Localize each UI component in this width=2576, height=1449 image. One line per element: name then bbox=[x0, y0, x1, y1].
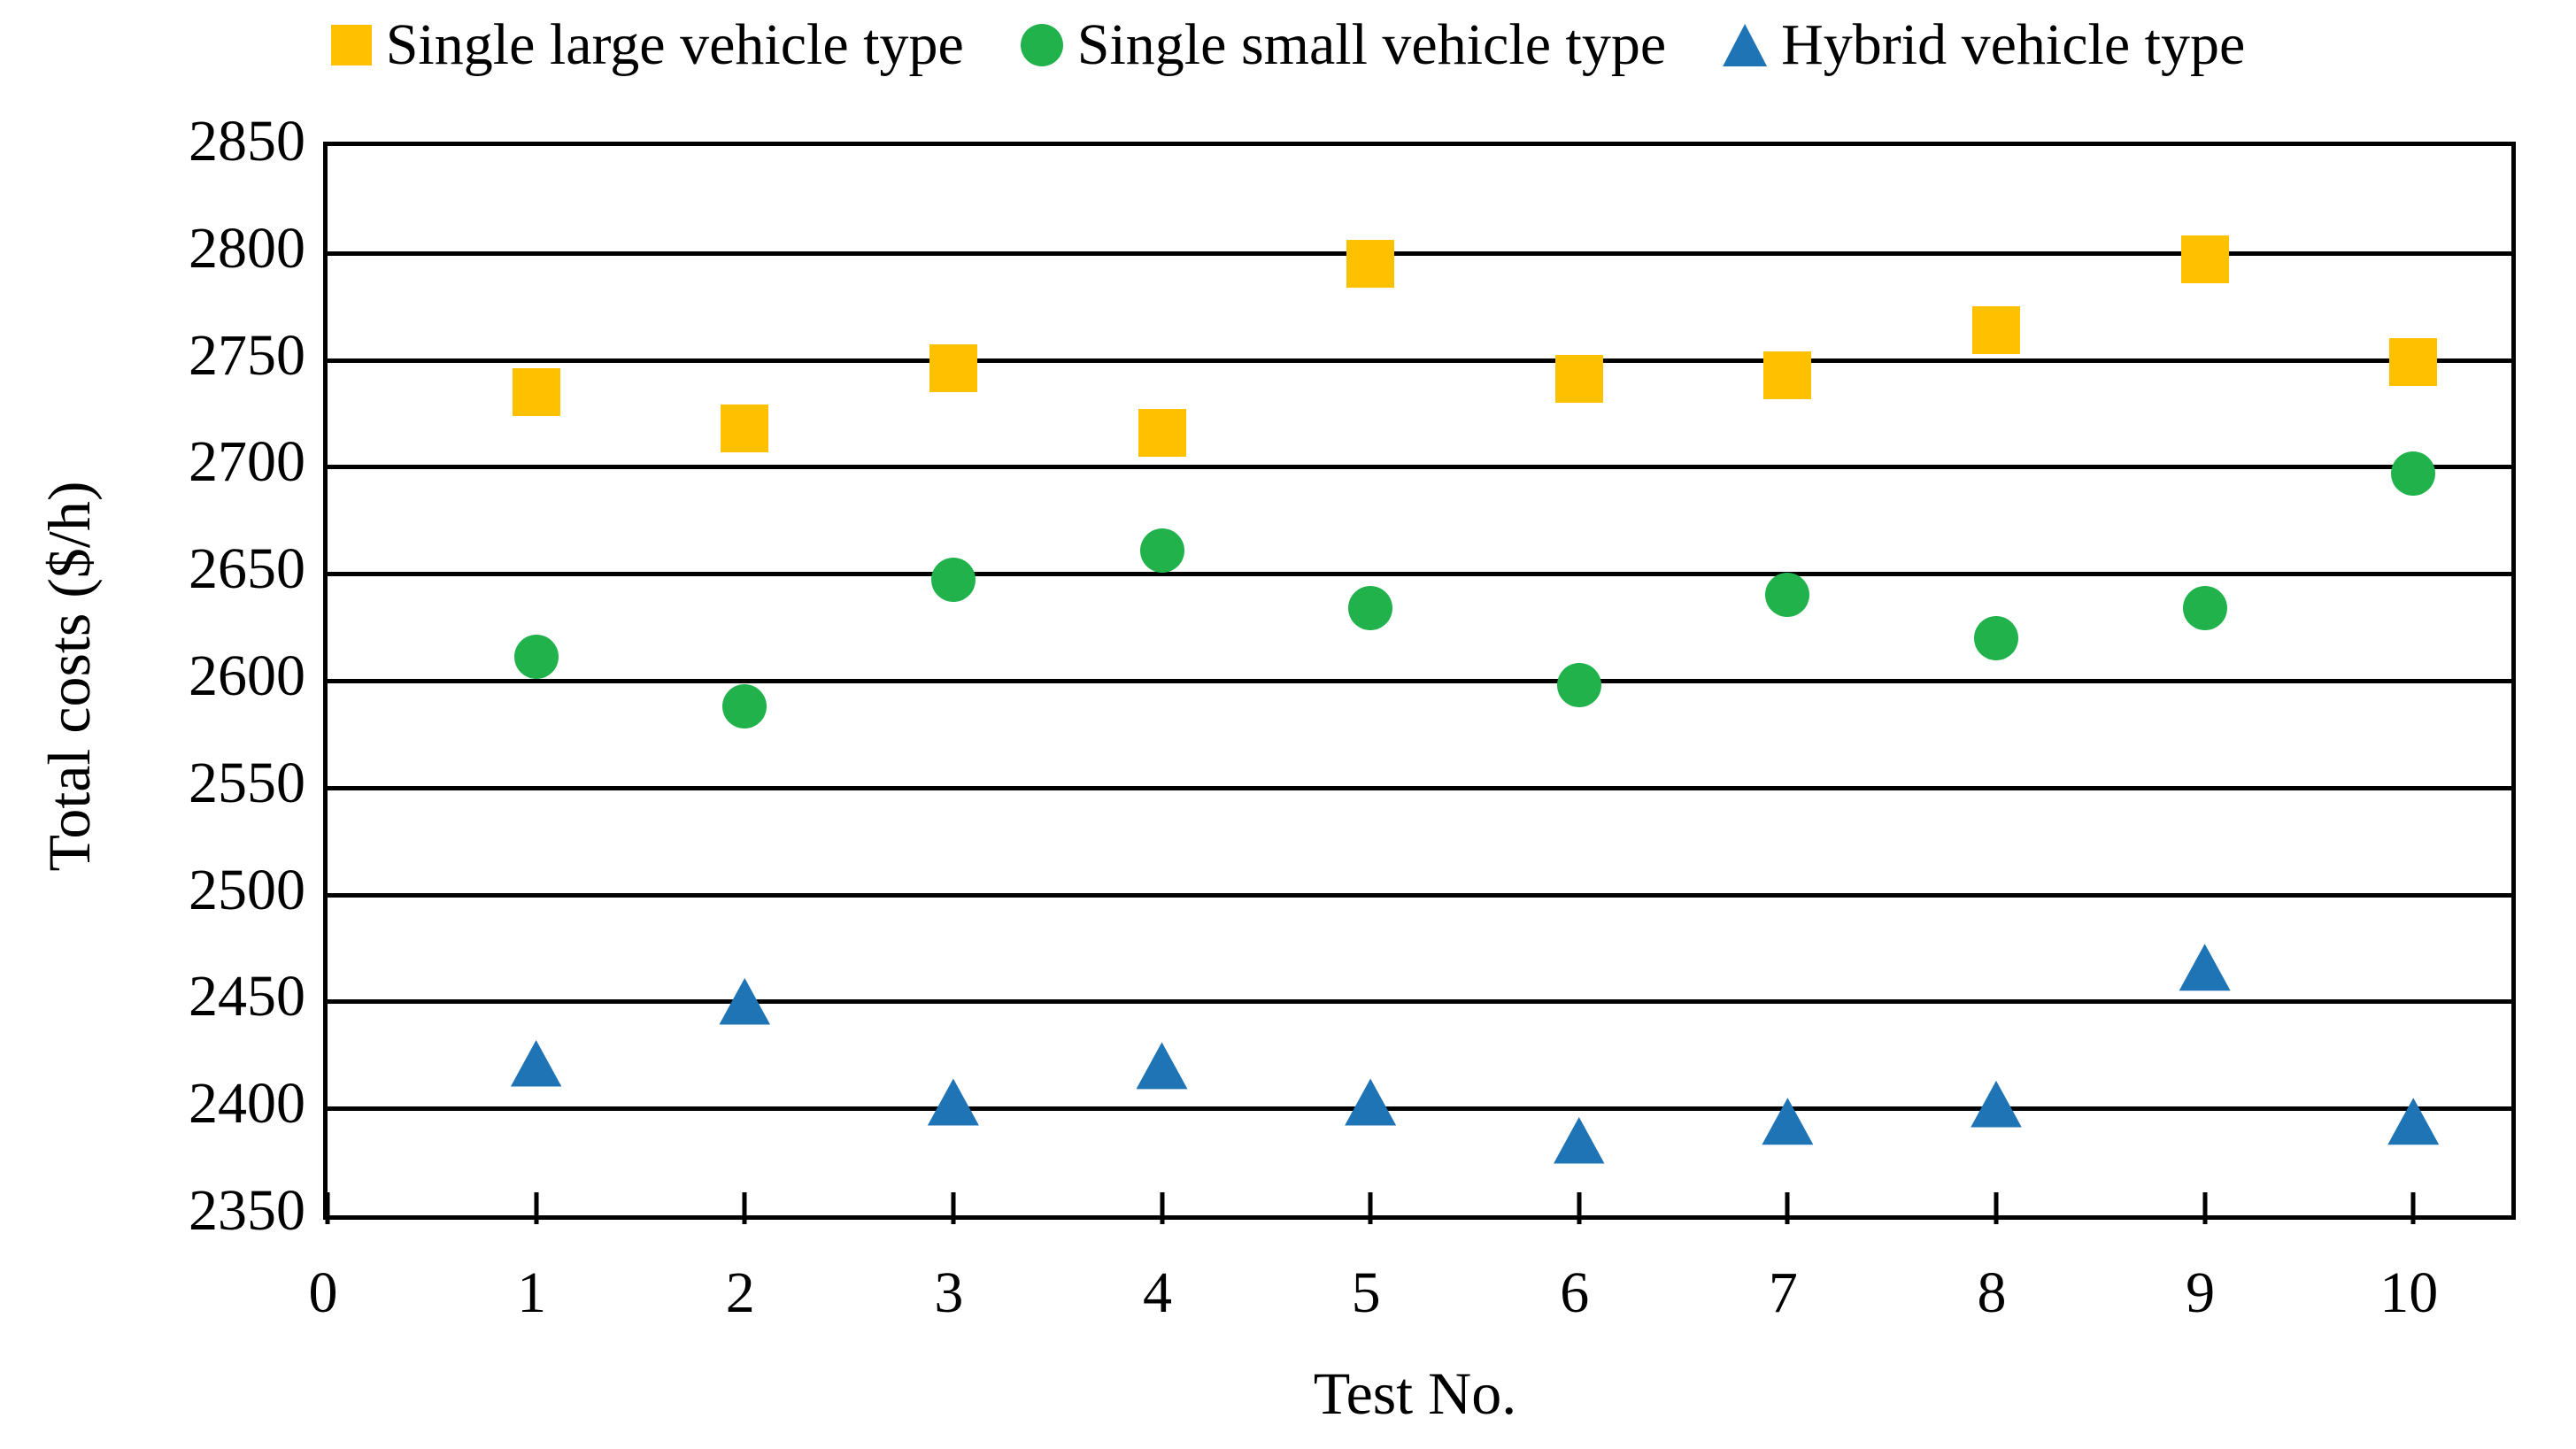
x-axis-tick bbox=[742, 1192, 747, 1224]
x-tick-label: 4 bbox=[1143, 1260, 1172, 1325]
plot-area bbox=[323, 142, 2516, 1224]
x-axis-tick bbox=[1994, 1192, 1999, 1224]
data-point-circle-test-2 bbox=[722, 683, 767, 728]
data-point-circle-test-1 bbox=[513, 635, 559, 680]
legend-label: Single small vehicle type bbox=[1076, 12, 1667, 77]
data-point-circle-test-6 bbox=[1556, 662, 1601, 707]
y-tick-label: 2700 bbox=[189, 429, 305, 495]
legend-label: Single large vehicle type bbox=[385, 12, 964, 77]
data-point-square-test-2 bbox=[721, 404, 769, 452]
x-axis-title: Test No. bbox=[1313, 1360, 1517, 1427]
data-point-triangle-test-5 bbox=[1345, 1078, 1397, 1126]
legend: Single large vehicle type Single small v… bbox=[0, 16, 2576, 74]
x-tick-label: 1 bbox=[517, 1260, 547, 1325]
x-axis-tick-labels: 0 1 2 3 4 5 6 7 8 9 10 bbox=[309, 1260, 2507, 1335]
data-point-square-test-6 bbox=[1554, 355, 1603, 404]
data-point-square-test-1 bbox=[512, 367, 560, 416]
data-point-circle-test-7 bbox=[1765, 573, 1810, 618]
data-point-square-test-10 bbox=[2389, 338, 2438, 387]
data-point-triangle-test-6 bbox=[1553, 1116, 1605, 1164]
data-point-triangle-test-9 bbox=[2179, 944, 2231, 991]
data-point-triangle-test-4 bbox=[1136, 1042, 1188, 1090]
x-axis-tick bbox=[1577, 1192, 1582, 1224]
x-tick-label: 3 bbox=[934, 1260, 964, 1325]
x-axis-tick bbox=[1160, 1192, 1164, 1224]
x-axis-tick bbox=[325, 1192, 330, 1224]
data-point-triangle-test-8 bbox=[1971, 1080, 2022, 1128]
x-tick-label: 7 bbox=[1768, 1260, 1798, 1325]
x-tick-label: 2 bbox=[725, 1260, 755, 1325]
y-tick-label: 2450 bbox=[189, 964, 305, 1029]
y-tick-label: 2550 bbox=[189, 750, 305, 815]
gridline bbox=[328, 679, 2511, 683]
data-point-circle-test-4 bbox=[1139, 528, 1184, 573]
data-point-triangle-test-7 bbox=[1762, 1098, 1814, 1145]
y-tick-label: 2800 bbox=[189, 215, 305, 281]
data-point-square-test-5 bbox=[1346, 239, 1395, 288]
data-point-circle-test-5 bbox=[1348, 585, 1393, 630]
gridline bbox=[328, 892, 2511, 898]
data-point-square-test-3 bbox=[929, 344, 977, 393]
y-tick-label: 2650 bbox=[189, 536, 305, 602]
legend-item-single-small: Single small vehicle type bbox=[1020, 12, 1667, 77]
data-point-triangle-test-10 bbox=[2387, 1098, 2440, 1145]
y-tick-label: 2400 bbox=[189, 1071, 305, 1137]
gridline bbox=[328, 250, 2511, 256]
x-axis-tick bbox=[2202, 1192, 2208, 1224]
gridline bbox=[328, 572, 2511, 577]
data-point-circle-test-10 bbox=[2391, 451, 2436, 496]
data-point-square-test-7 bbox=[1763, 351, 1812, 399]
legend-item-hybrid: Hybrid vehicle type bbox=[1723, 16, 2245, 74]
legend-label: Hybrid vehicle type bbox=[1781, 12, 2246, 77]
y-axis-title: Total costs ($/h) bbox=[35, 481, 103, 872]
x-tick-label: 6 bbox=[1560, 1260, 1590, 1325]
x-tick-label: 5 bbox=[1351, 1260, 1381, 1325]
y-axis-tick-labels: 2850 2800 2750 2700 2650 2600 2550 2500 2450 2400… bbox=[97, 112, 305, 1240]
data-point-triangle-test-3 bbox=[927, 1078, 979, 1126]
data-point-square-test-4 bbox=[1138, 408, 1186, 457]
y-tick-label: 2850 bbox=[189, 109, 305, 173]
gridline bbox=[328, 785, 2511, 790]
y-tick-label: 2600 bbox=[189, 644, 305, 708]
circle-marker-icon bbox=[1020, 24, 1063, 66]
x-axis-tick bbox=[951, 1192, 956, 1224]
gridline bbox=[328, 465, 2511, 470]
x-tick-label: 0 bbox=[308, 1260, 338, 1325]
x-tick-label: 10 bbox=[2379, 1260, 2439, 1325]
data-point-square-test-9 bbox=[2180, 235, 2229, 284]
y-tick-label: 2750 bbox=[189, 322, 305, 388]
data-point-circle-test-9 bbox=[2182, 585, 2227, 630]
x-axis-tick bbox=[534, 1192, 539, 1224]
data-point-circle-test-8 bbox=[1974, 615, 2018, 660]
gridline bbox=[328, 999, 2511, 1005]
x-tick-label: 8 bbox=[1977, 1260, 2007, 1325]
x-tick-label: 9 bbox=[2186, 1260, 2216, 1325]
x-axis-tick bbox=[1368, 1192, 1373, 1224]
legend-item-single-large: Single large vehicle type bbox=[330, 12, 964, 77]
gridline bbox=[328, 1106, 2511, 1112]
data-point-square-test-8 bbox=[1972, 305, 2020, 354]
square-marker-icon bbox=[330, 25, 372, 66]
gridline bbox=[328, 358, 2511, 363]
y-tick-label: 2500 bbox=[189, 857, 305, 922]
y-tick-label: 2350 bbox=[189, 1178, 305, 1243]
triangle-marker-icon bbox=[1723, 24, 1768, 66]
data-point-circle-test-3 bbox=[930, 558, 976, 603]
x-axis-tick bbox=[2410, 1192, 2416, 1224]
x-axis-tick bbox=[1785, 1192, 1790, 1224]
data-point-triangle-test-1 bbox=[510, 1039, 562, 1087]
